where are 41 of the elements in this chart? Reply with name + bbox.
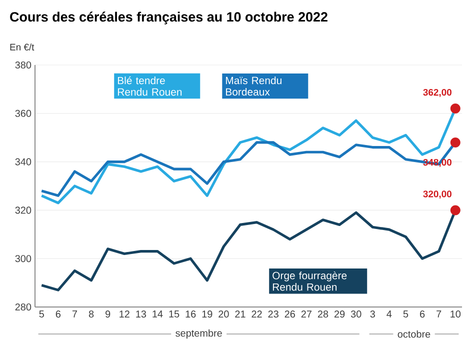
x-tick-label: 9 <box>106 310 110 318</box>
x-tick-label: 7 <box>436 310 442 318</box>
x-tick-label: 10 <box>450 310 461 318</box>
x-tick-label: 30 <box>350 310 362 318</box>
x-tick-label: 29 <box>334 310 345 318</box>
x-tick-label: 8 <box>88 310 94 318</box>
x-tick-label: 19 <box>202 310 212 318</box>
data-label: 320,00 <box>423 190 452 199</box>
x-tick-label: 7 <box>72 310 77 318</box>
x-tick-label: 5 <box>403 310 408 318</box>
y-axis-title: En €/t <box>10 44 34 50</box>
x-tick-label: 15 <box>169 310 180 318</box>
y-tick-label: 300 <box>15 255 32 262</box>
chart-title: Cours des céréales françaises au 10 octobre 2022 <box>10 12 328 24</box>
x-tick-label: 3 <box>370 310 375 318</box>
x-tick-label: 16 <box>186 310 196 318</box>
x-tick-label: 6 <box>56 310 61 318</box>
x-tick-label: 13 <box>136 310 146 318</box>
y-tick-label: 320 <box>15 206 32 214</box>
x-tick-label: 14 <box>152 310 163 318</box>
x-tick-label: 4 <box>386 310 392 318</box>
x-tick-label: 20 <box>218 310 229 318</box>
x-tick-label: 5 <box>39 310 44 318</box>
text: Maïs Rendu Bordeaux <box>226 76 282 96</box>
x-tick-label: 27 <box>301 310 312 318</box>
x-tick-label: 21 <box>235 310 246 318</box>
x-tick-label: 6 <box>420 310 425 318</box>
x-tick-label: 28 <box>318 310 328 318</box>
text: Blé tendre Rendu Rouen <box>118 76 182 96</box>
x-tick-label: 22 <box>252 310 262 318</box>
x-tick-label: 12 <box>120 310 130 318</box>
y-tick-label: 340 <box>15 158 32 166</box>
text: septembre <box>176 329 222 339</box>
y-tick-label: 380 <box>15 61 32 69</box>
text: octobre <box>398 330 430 338</box>
data-label: 362,00 <box>423 88 452 98</box>
y-tick-label: 360 <box>15 110 32 117</box>
y-tick-label: 280 <box>15 303 32 311</box>
text: Orge fourragère Rendu Rouen <box>272 271 347 291</box>
x-tick-label: 26 <box>284 310 295 318</box>
x-tick-label: 23 <box>268 310 278 318</box>
